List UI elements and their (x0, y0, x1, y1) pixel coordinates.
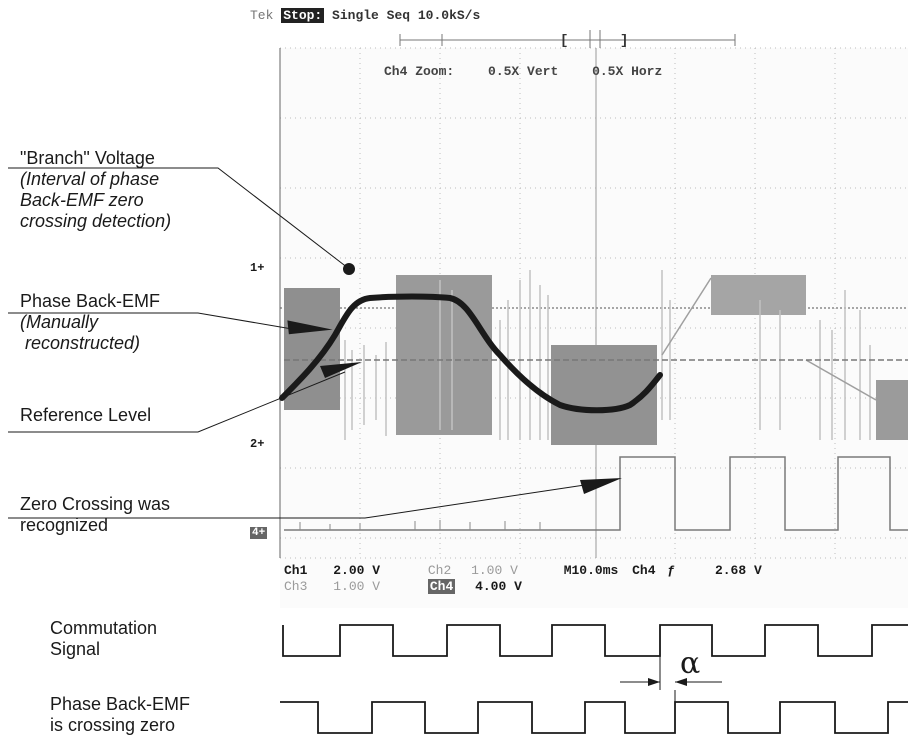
crossing-line-1: Phase Back-EMF (50, 694, 191, 714)
back-emf-crossing-wave (280, 701, 908, 734)
zoom-horz: 0.5X Horz (592, 64, 663, 79)
alpha-label: α (680, 646, 701, 681)
back-emf-crossing-label: Phase Back-EMF is crossing zero (50, 694, 190, 736)
ch3-label: Ch3 (284, 579, 308, 594)
timebase: M10.0ms (563, 563, 619, 578)
zero-line-2: recognized (20, 515, 109, 535)
alpha-dimension (620, 656, 722, 702)
zero-crossing-annotation: Zero Crossing was recognized (20, 494, 170, 536)
branch-voltage-dot (343, 263, 355, 275)
commutation-signal-wave (282, 624, 908, 657)
trigger-channel: Ch4 (632, 563, 656, 578)
scope-header: Tek Stop: Single Seq 10.0kS/s (250, 8, 480, 23)
scope-brand: Tek (250, 8, 274, 23)
branch-voltage-annotation: "Branch" Voltage (Interval of phase Back… (20, 148, 171, 232)
branch-title: "Branch" Voltage (20, 148, 155, 168)
zoom-vert: 0.5X Vert (488, 64, 559, 79)
ch1-marker: 1+ (250, 261, 265, 275)
reference-arrowhead (320, 362, 362, 378)
branch-line-2: Back-EMF zero (20, 190, 144, 210)
commutation-signal-label: Commutation Signal (50, 618, 157, 660)
phase-line-2: reconstructed) (20, 333, 141, 353)
scope-window-bracket-right: ] (620, 33, 628, 49)
ch2-value: 1.00 V (471, 563, 518, 578)
ch4-marker: 4+ (250, 527, 268, 539)
ch4-label: Ch4 (427, 579, 456, 594)
zero-line-1: Zero Crossing was (20, 494, 171, 514)
ch1-label: Ch1 (284, 563, 308, 578)
branch-line-3: crossing detection) (20, 211, 172, 231)
readout-row-1: Ch1 2.00 V Ch2 1.00 V M10.0ms Ch4 ƒ 2.68… (284, 563, 762, 578)
ch3-value: 1.00 V (333, 579, 381, 594)
branch-line-1: (Interval of phase (20, 169, 160, 189)
scope-acq-mode: Single Seq (332, 8, 411, 23)
phase-title: Phase Back-EMF (20, 291, 161, 311)
crossing-line-2: is crossing zero (50, 715, 176, 735)
ch4-value: 4.00 V (475, 579, 522, 594)
reference-level-annotation: Reference Level (20, 405, 151, 426)
trigger-slope-icon: ƒ (667, 563, 676, 578)
ch4-zero-crossing-wave (284, 456, 908, 531)
phase-back-emf-curve (279, 293, 663, 414)
commutation-line-1: Commutation (50, 618, 158, 638)
phase-line-1: (Manually (20, 312, 99, 332)
trigger-level: 2.68 V (714, 563, 762, 578)
reference-title: Reference Level (20, 405, 152, 425)
zoom-channel: Ch4 Zoom: (384, 64, 455, 79)
ch1-ramp-segment-2 (805, 359, 877, 401)
zero-crossing-arrowhead (580, 478, 622, 494)
alpha-arrow-left (648, 678, 660, 686)
ch1-branch-voltage-trace (284, 275, 908, 445)
scope-screen (280, 48, 908, 608)
scope-state-badge: Stop: (281, 8, 325, 23)
readout-row-2: Ch3 1.00 V Ch4 4.00 V (284, 579, 522, 594)
scope-window-bracket-left: [ (560, 33, 568, 49)
ch2-marker: 2+ (250, 437, 265, 451)
ch4-noise (299, 520, 541, 530)
ch1-value: 2.00 V (333, 563, 381, 578)
commutation-line-2: Signal (50, 639, 101, 659)
scope-time-indicator (399, 30, 736, 48)
phase-back-emf-annotation: Phase Back-EMF (Manually reconstructed) (20, 291, 160, 354)
scope-zoom-line: Ch4 Zoom: 0.5X Vert 0.5X Horz (384, 64, 688, 79)
phase-arrowhead (287, 320, 333, 335)
scope-sample-rate: 10.0kS/s (417, 8, 481, 23)
annotation-leaders (8, 167, 599, 519)
alpha-arrow-right (675, 678, 687, 686)
ch1-ramp-segment (661, 277, 712, 356)
ch2-label: Ch2 (427, 563, 452, 578)
